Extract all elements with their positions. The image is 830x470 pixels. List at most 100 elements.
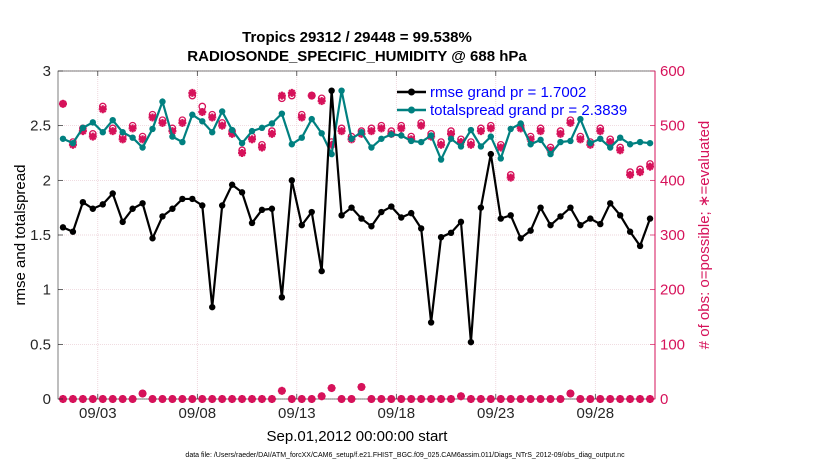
obs_evaluated-point-24 bbox=[297, 113, 306, 122]
totalspread-point-26 bbox=[318, 130, 325, 137]
totalspread-point-50 bbox=[557, 138, 564, 146]
totalspread-point-13 bbox=[189, 111, 196, 118]
obs_low_evaluated-point-29 bbox=[347, 395, 356, 403]
obs_low_evaluated-point-20 bbox=[257, 395, 266, 403]
obs_evaluated-point-8 bbox=[138, 135, 147, 144]
obs_low_evaluated-point-14 bbox=[198, 395, 207, 403]
totalspread-point-21 bbox=[268, 120, 276, 127]
rmse-point-58 bbox=[636, 242, 644, 250]
axis-ticks: 09/03 09/08 09/13 09/18 09/23 09/28 0 0.5 1 1.5 2 2… bbox=[30, 63, 685, 422]
obs_evaluated-point-41 bbox=[466, 140, 475, 149]
obs_low_evaluated-point-36 bbox=[417, 395, 426, 403]
obs_evaluated-point-48 bbox=[536, 127, 545, 136]
obs_evaluated-point-50 bbox=[556, 129, 565, 138]
x-tick-label-4: 09/23 bbox=[477, 405, 515, 422]
obs_low_evaluated-point-1 bbox=[68, 395, 77, 403]
legend-spread-label: totalspread grand pr = 2.3839 bbox=[430, 102, 627, 119]
rmse-point-54 bbox=[597, 220, 604, 228]
obs_evaluated-point-4 bbox=[98, 105, 107, 114]
obs_evaluated-point-43 bbox=[486, 124, 495, 133]
obs_low_evaluated-point-9 bbox=[148, 395, 157, 403]
y-axis-label-left: rmse and totalspread bbox=[12, 165, 29, 306]
rmse-point-43 bbox=[487, 150, 495, 158]
rmse-point-29 bbox=[348, 204, 355, 211]
obs_evaluated-point-6 bbox=[118, 135, 127, 144]
rmse-point-2 bbox=[79, 199, 87, 206]
obs_low_evaluated-point-45 bbox=[506, 395, 515, 403]
rmse-point-14 bbox=[199, 202, 206, 209]
rmse-point-46 bbox=[517, 235, 524, 242]
totalspread-point-48 bbox=[537, 136, 544, 144]
totalspread-point-52 bbox=[577, 115, 584, 123]
rmse-point-9 bbox=[149, 235, 156, 242]
totalspread-point-51 bbox=[567, 137, 574, 145]
rmse-point-53 bbox=[587, 215, 594, 222]
obs_low_evaluated-point-35 bbox=[407, 395, 416, 403]
x-tick-label-3: 09/18 bbox=[378, 405, 416, 422]
totalspread-point-17 bbox=[228, 126, 236, 134]
obs_evaluated-point-31 bbox=[367, 127, 376, 136]
totalspread-point-57 bbox=[626, 141, 634, 148]
obs_evaluated-point-25 bbox=[307, 91, 316, 100]
obs_evaluated-point-0 bbox=[58, 99, 67, 108]
rmse-point-51 bbox=[567, 204, 574, 211]
obs_low_evaluated-point-2 bbox=[78, 395, 87, 403]
obs_evaluated-point-3 bbox=[88, 132, 97, 141]
obs_low_evaluated-point-50 bbox=[556, 395, 565, 403]
totalspread-point-10 bbox=[159, 98, 166, 105]
rmse-point-45 bbox=[507, 212, 514, 219]
totalspread-point-34 bbox=[398, 132, 405, 139]
obs_evaluated-point-54 bbox=[596, 127, 605, 136]
rmse-point-23 bbox=[288, 177, 296, 184]
totalspread-point-1 bbox=[69, 139, 77, 147]
totalspread-point-59 bbox=[646, 139, 654, 147]
rmse-point-56 bbox=[616, 212, 624, 219]
totalspread-point-36 bbox=[417, 138, 425, 146]
totalspread-point-2 bbox=[79, 124, 87, 132]
rmse-point-11 bbox=[169, 205, 176, 212]
y-right-tick-label-0: 0 bbox=[660, 391, 668, 408]
rmse-point-50 bbox=[557, 213, 564, 220]
obs_evaluated-point-9 bbox=[148, 113, 157, 122]
totalspread-point-18 bbox=[238, 139, 246, 147]
totalspread-point-24 bbox=[298, 134, 305, 141]
rmse-point-44 bbox=[497, 215, 504, 222]
totalspread-point-27 bbox=[328, 150, 335, 158]
totalspread-point-15 bbox=[209, 129, 216, 136]
totalspread-point-9 bbox=[149, 125, 156, 133]
obs_evaluated-point-34 bbox=[397, 124, 406, 133]
obs_evaluated-point-28 bbox=[337, 127, 346, 136]
obs_evaluated-point-12 bbox=[178, 118, 187, 127]
obs_evaluated-point-45 bbox=[506, 173, 515, 182]
rmse-point-48 bbox=[537, 204, 544, 211]
obs_low_evaluated-point-12 bbox=[178, 395, 187, 403]
rmse-point-41 bbox=[467, 338, 475, 346]
rmse-point-15 bbox=[209, 303, 216, 311]
obs_low_evaluated-point-31 bbox=[367, 395, 376, 403]
rmse-point-0 bbox=[59, 224, 67, 231]
rmse-point-40 bbox=[457, 218, 465, 226]
rmse-point-30 bbox=[358, 215, 365, 222]
obs_evaluated-point-59 bbox=[646, 162, 655, 171]
totalspread-point-16 bbox=[218, 108, 226, 115]
obs_low_evaluated-point-3 bbox=[88, 395, 97, 403]
obs_low_evaluated-point-23 bbox=[287, 395, 296, 403]
obs_low_evaluated-point-58 bbox=[636, 395, 645, 403]
totalspread-point-20 bbox=[258, 124, 266, 132]
totalspread-point-58 bbox=[636, 138, 644, 146]
totalspread-point-7 bbox=[129, 134, 136, 141]
totalspread-point-29 bbox=[348, 135, 355, 142]
y-left-tick-label-1: 0.5 bbox=[30, 336, 51, 353]
obs_evaluated-point-36 bbox=[417, 121, 426, 130]
totalspread-point-14 bbox=[199, 118, 206, 125]
obs_low_evaluated-point-32 bbox=[377, 395, 386, 403]
rmse-point-10 bbox=[159, 213, 166, 220]
rmse-point-20 bbox=[258, 206, 266, 214]
obs_low_evaluated-point-33 bbox=[387, 395, 396, 403]
y-right-tick-label-5: 500 bbox=[660, 118, 685, 135]
y-axis-label-right: # of obs: o=possible; ∗=evaluated bbox=[696, 121, 713, 350]
rmse-point-4 bbox=[99, 201, 106, 208]
rmse-point-34 bbox=[398, 214, 405, 221]
obs_low_evaluated-point-8 bbox=[138, 389, 147, 398]
obs_evaluated-point-38 bbox=[437, 140, 446, 149]
